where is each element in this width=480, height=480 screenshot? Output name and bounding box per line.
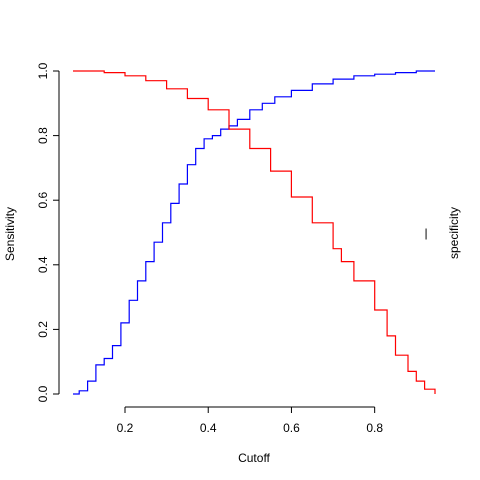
x-axis-title: Cutoff [238,451,270,465]
x-axis: 0.2 0.4 0.6 0.8 [117,406,383,435]
y2-tick-label: | [424,226,427,240]
x-tick-label: 0.4 [200,421,217,435]
y-tick-label: 1.0 [36,62,50,79]
specificity-line [73,70,436,394]
y-axis-title: Sensitivity [3,207,17,261]
y-tick-label: 0.0 [36,385,50,402]
y-tick-label: 0.8 [36,127,50,144]
x-tick-label: 0.6 [283,421,300,435]
x-tick-label: 0.2 [117,421,134,435]
y-tick-label: 0.2 [36,321,50,338]
x-tick-label: 0.8 [366,421,383,435]
y2-axis-title: specificity [447,207,461,259]
y-tick-label: 0.4 [36,256,50,273]
series-layer [73,70,436,395]
y-axis: 0.0 0.2 0.4 0.6 0.8 1.0 [36,62,60,402]
y-tick-label: 0.6 [36,192,50,209]
sensitivity-line [73,70,435,395]
